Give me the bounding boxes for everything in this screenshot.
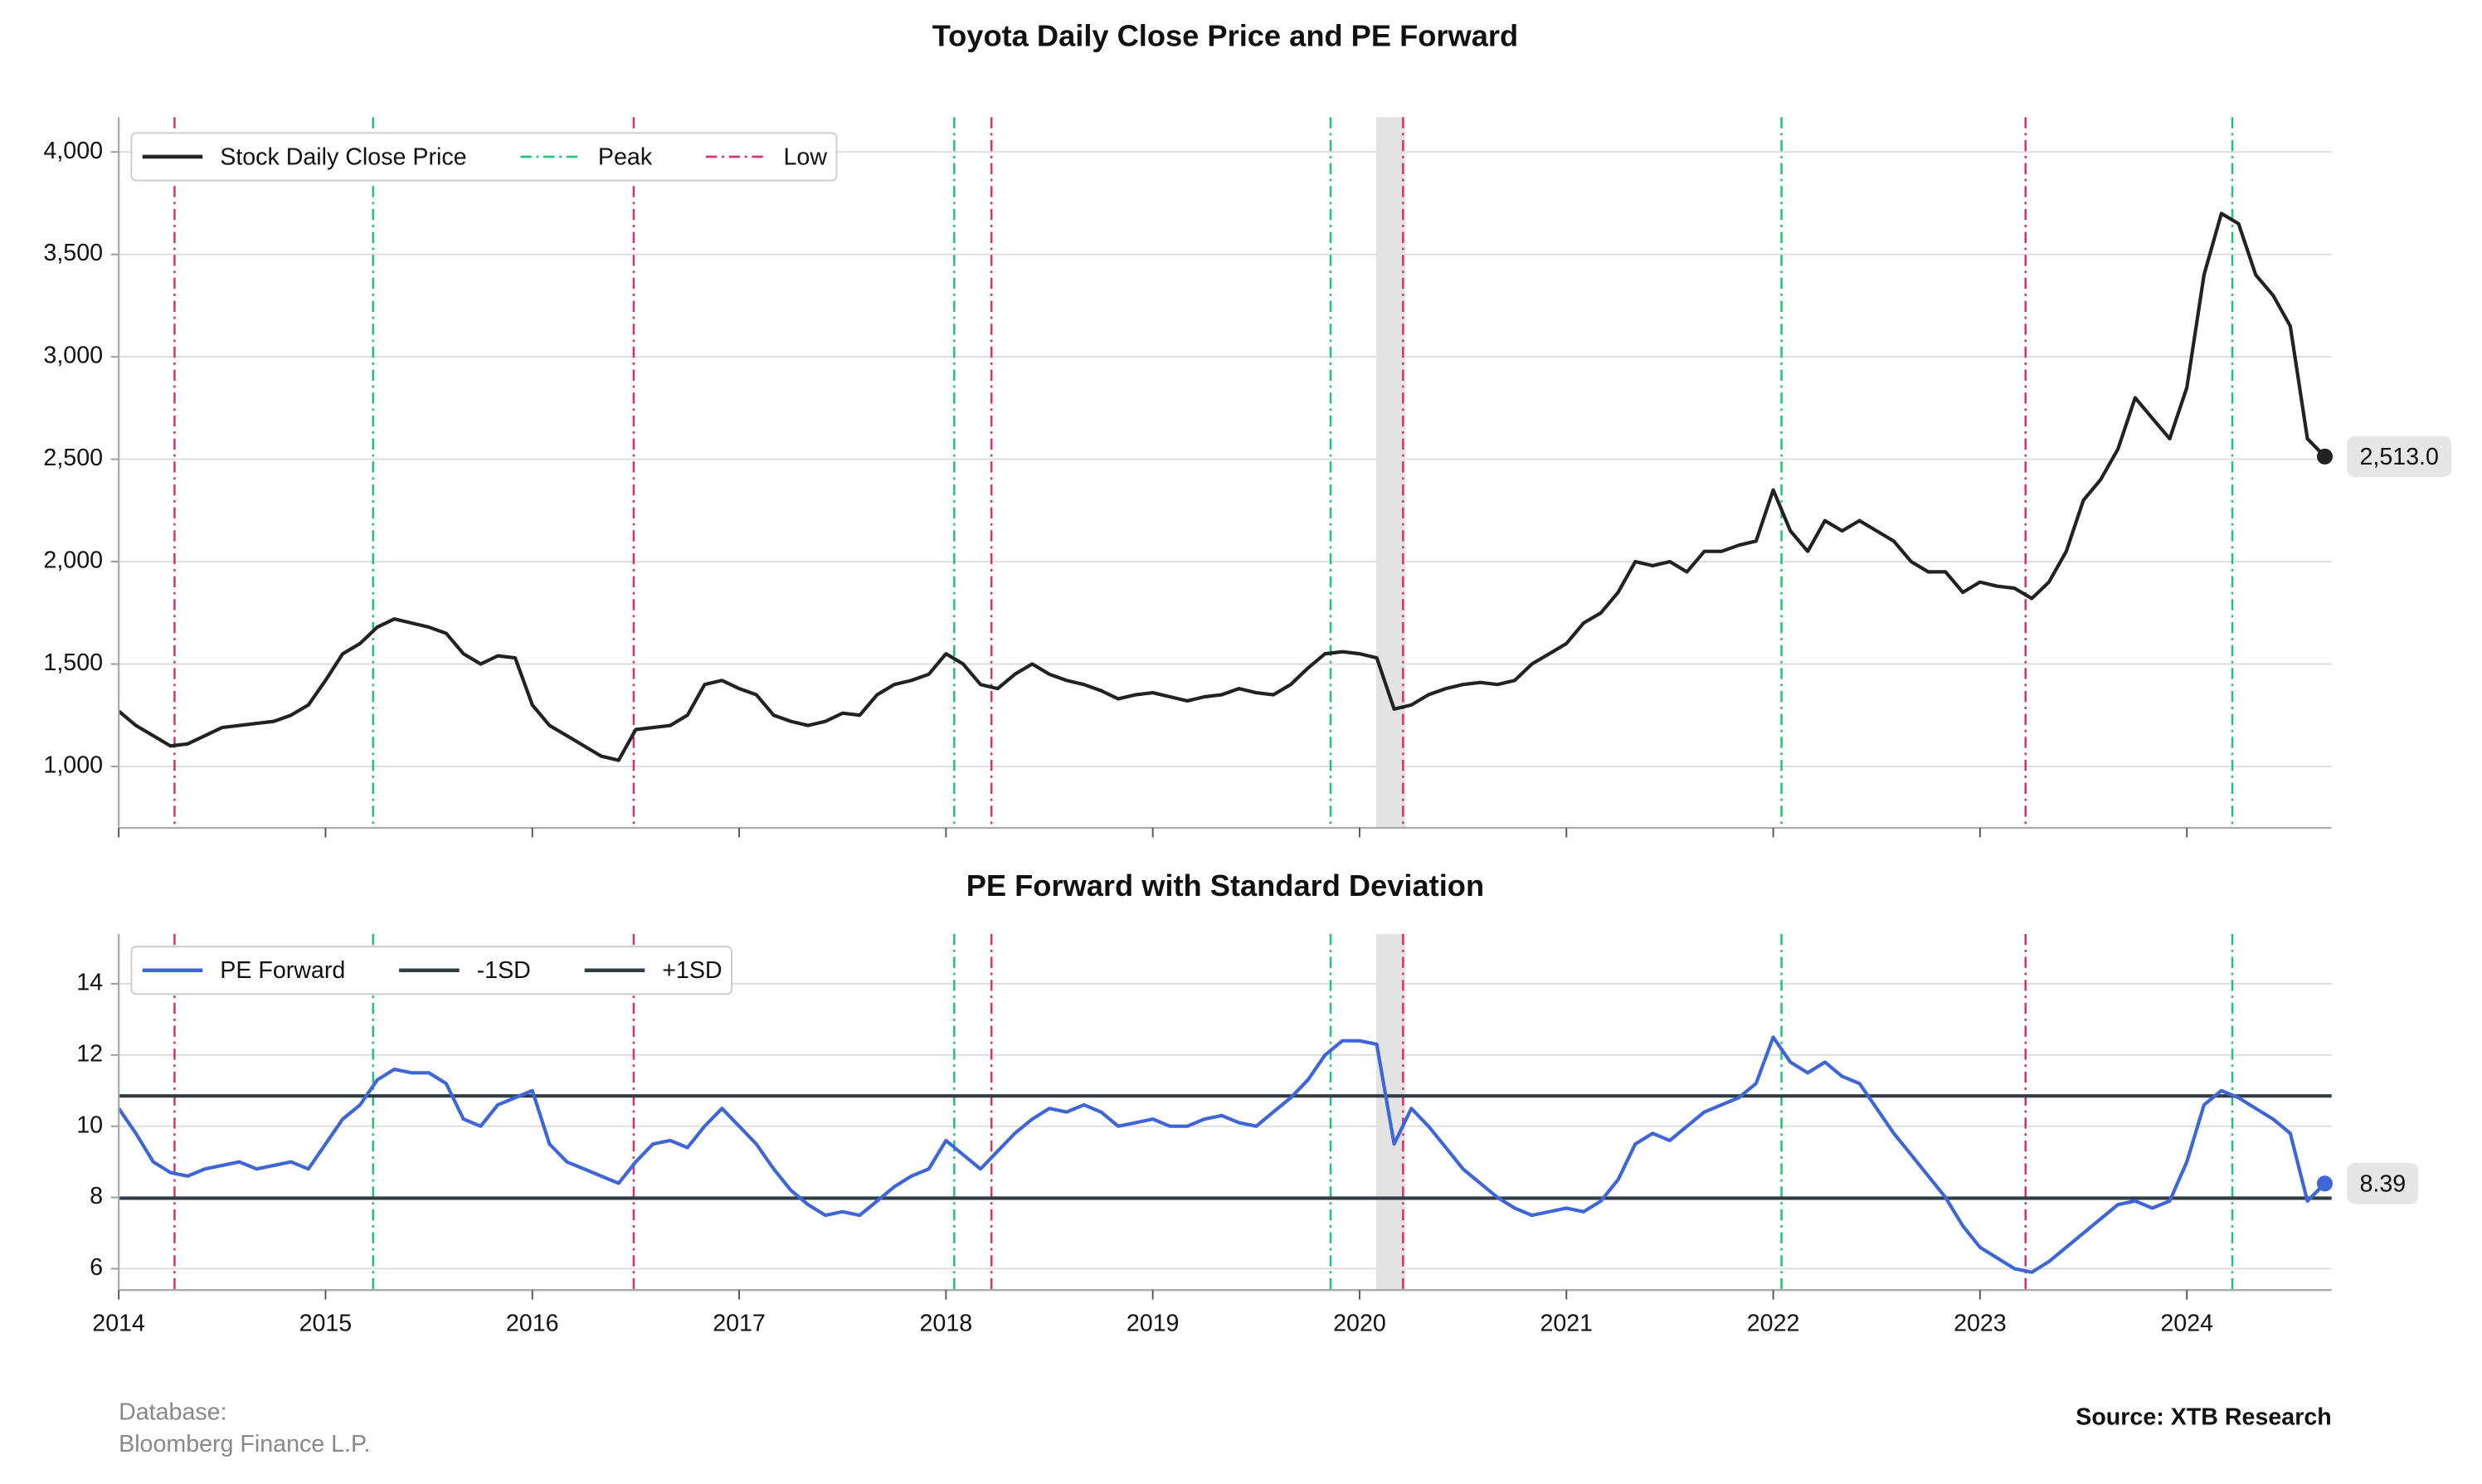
y-tick-label: 6 <box>90 1254 103 1281</box>
y-tick-label: 4,000 <box>43 138 103 164</box>
y-tick-label: 1,500 <box>43 650 103 676</box>
x-tick-label: 2016 <box>506 1311 559 1337</box>
legend-label: PE Forward <box>220 957 345 984</box>
x-tick-label: 2020 <box>1333 1311 1386 1337</box>
y-tick-label: 3,500 <box>43 240 103 266</box>
end-label-box <box>2347 1163 2419 1204</box>
legend-label: Stock Daily Close Price <box>220 144 466 170</box>
x-tick-label: 2021 <box>1540 1311 1593 1337</box>
y-tick-label: 14 <box>76 970 103 996</box>
legend-label: -1SD <box>477 957 531 984</box>
end-label-box <box>2347 435 2452 478</box>
x-tick-label: 2022 <box>1747 1311 1800 1337</box>
x-tick-label: 2014 <box>92 1311 145 1337</box>
series-line <box>117 212 2327 762</box>
end-point <box>2316 448 2334 465</box>
chart-title: PE Forward with Standard Deviation <box>966 869 1484 903</box>
legend-box <box>130 132 838 182</box>
x-tick-label: 2015 <box>299 1311 353 1337</box>
footer-source: Source: XTB Research <box>2076 1404 2331 1430</box>
series-line <box>117 1035 2326 1274</box>
y-tick-label: 2,000 <box>43 547 103 574</box>
end-label: 8.39 <box>2359 1170 2406 1197</box>
footer-database: Bloomberg Finance L.P. <box>119 1431 370 1457</box>
legend-label: Peak <box>598 144 653 170</box>
chart-title: Toyota Daily Close Price and PE Forward <box>932 18 1518 52</box>
legend-label: Low <box>784 144 828 170</box>
x-tick-label: 2023 <box>1954 1311 2007 1337</box>
x-tick-label: 2019 <box>1127 1311 1180 1337</box>
x-tick-label: 2024 <box>2160 1311 2213 1337</box>
shaded-region <box>1375 933 1405 1291</box>
legend-label: +1SD <box>662 957 722 984</box>
footer-database: Database: <box>119 1399 226 1426</box>
y-tick-label: 3,000 <box>43 343 103 369</box>
end-label: 2,513.0 <box>2359 444 2438 470</box>
y-tick-label: 12 <box>76 1040 103 1067</box>
end-point <box>2316 1175 2334 1192</box>
shaded-region <box>1375 117 1405 829</box>
y-tick-label: 1,000 <box>43 752 103 779</box>
y-tick-label: 2,500 <box>43 445 103 471</box>
y-tick-label: 10 <box>76 1112 103 1138</box>
y-tick-label: 8 <box>90 1183 103 1209</box>
x-tick-label: 2017 <box>713 1311 766 1337</box>
x-tick-label: 2018 <box>920 1311 973 1337</box>
